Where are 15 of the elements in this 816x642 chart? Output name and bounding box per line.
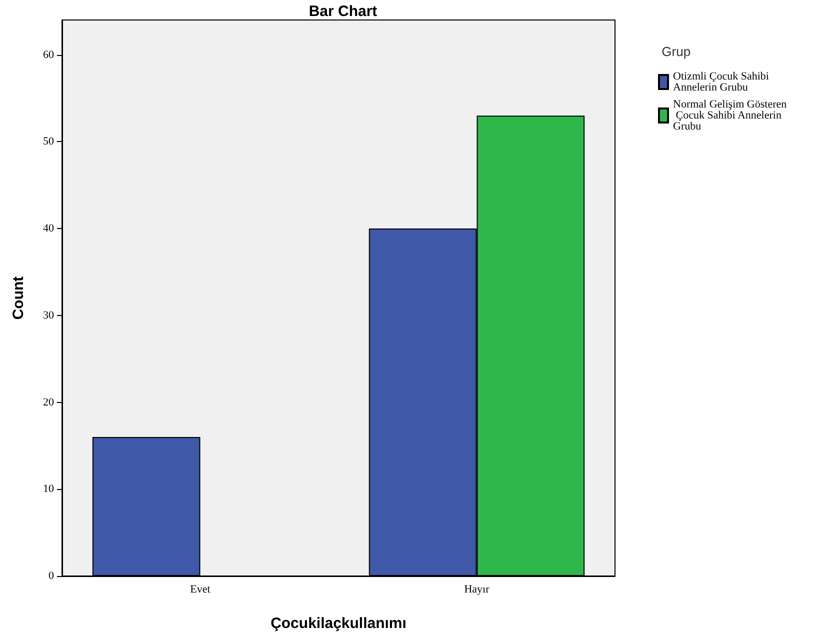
- y-tick-label: 40: [43, 222, 54, 234]
- y-tick-label: 20: [43, 396, 54, 408]
- y-tick-label: 30: [43, 309, 54, 322]
- x-tick-label: Evet: [190, 584, 210, 596]
- legend-title: Grup: [662, 44, 691, 59]
- y-axis-title: Count: [10, 276, 27, 320]
- y-tick-label: 60: [43, 48, 54, 61]
- x-axis-title: Çocukilaçkullanımı: [270, 615, 406, 632]
- y-tick-label: 50: [43, 136, 54, 148]
- y-tick-label: 10: [43, 483, 54, 496]
- legend-label: Normal Gelişim Gösteren Çocuk Sahibi Annelerin Grubu: [673, 98, 788, 132]
- x-tick-label: Hayır: [464, 584, 490, 596]
- legend-label: Otizmli Çocuk Sahibi Annelerin Grubu: [673, 70, 772, 94]
- chart-title: Bar Chart: [308, 3, 378, 20]
- y-tick-label: 0: [48, 570, 54, 582]
